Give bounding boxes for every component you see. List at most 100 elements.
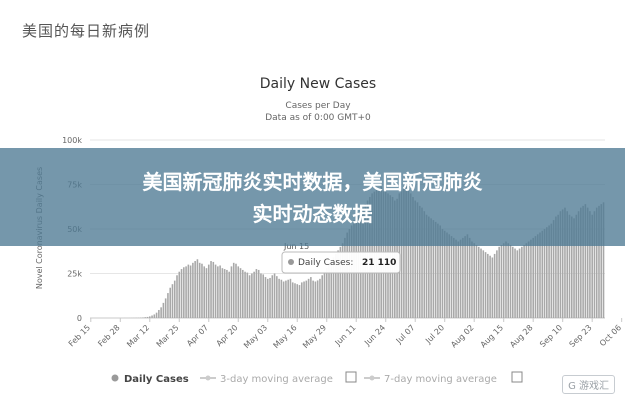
bar[interactable]	[346, 232, 348, 318]
bar[interactable]	[418, 205, 421, 318]
bar[interactable]	[552, 220, 555, 318]
bar[interactable]	[502, 243, 505, 318]
bar[interactable]	[262, 274, 265, 318]
bar[interactable]	[591, 214, 593, 318]
bar[interactable]	[421, 207, 423, 318]
bar[interactable]	[228, 271, 230, 318]
bar[interactable]	[198, 262, 201, 318]
bar[interactable]	[187, 264, 190, 318]
bar[interactable]	[330, 261, 333, 318]
bar[interactable]	[598, 205, 600, 318]
bar[interactable]	[523, 245, 525, 318]
bar[interactable]	[400, 189, 403, 318]
bar[interactable]	[559, 211, 562, 318]
bar[interactable]	[201, 263, 203, 318]
bar[interactable]	[289, 278, 292, 318]
legend-ma3-checkbox[interactable]	[345, 371, 357, 383]
bar[interactable]	[575, 214, 578, 318]
bar[interactable]	[443, 230, 446, 318]
bar[interactable]	[541, 230, 544, 318]
bar[interactable]	[586, 207, 589, 318]
bar[interactable]	[235, 263, 237, 318]
bar[interactable]	[217, 266, 219, 318]
bar[interactable]	[577, 211, 580, 318]
bar[interactable]	[210, 261, 212, 318]
bar[interactable]	[468, 237, 471, 318]
bar[interactable]	[539, 232, 541, 318]
bar[interactable]	[276, 276, 278, 318]
bar[interactable]	[482, 250, 485, 318]
bar[interactable]	[573, 218, 575, 318]
bar[interactable]	[251, 273, 253, 319]
bar[interactable]	[466, 234, 469, 318]
bar[interactable]	[242, 269, 244, 318]
bar[interactable]	[511, 246, 514, 318]
bar[interactable]	[221, 268, 224, 318]
bar[interactable]	[278, 278, 280, 318]
bar[interactable]	[285, 280, 287, 318]
bar[interactable]	[473, 243, 475, 318]
bar[interactable]	[280, 279, 283, 318]
bar[interactable]	[464, 236, 466, 318]
bar[interactable]	[162, 302, 165, 318]
bar[interactable]	[325, 268, 328, 318]
bar[interactable]	[593, 211, 596, 318]
bar[interactable]	[239, 268, 242, 318]
bar[interactable]	[226, 269, 228, 318]
legend-item-daily[interactable]: Daily Cases	[111, 374, 189, 385]
bar[interactable]	[185, 266, 187, 318]
bar[interactable]	[319, 278, 321, 318]
bar[interactable]	[584, 204, 587, 318]
bar[interactable]	[580, 207, 582, 318]
bar[interactable]	[566, 211, 569, 318]
bar[interactable]	[437, 223, 439, 318]
bar[interactable]	[557, 214, 559, 318]
bar[interactable]	[582, 205, 584, 318]
bar[interactable]	[493, 253, 496, 318]
bar[interactable]	[312, 280, 314, 318]
bar[interactable]	[291, 282, 294, 318]
bar[interactable]	[260, 273, 262, 319]
bar[interactable]	[266, 278, 269, 318]
legend-item-ma7[interactable]: 7-day moving average	[364, 371, 523, 385]
bar[interactable]	[146, 316, 149, 318]
bar[interactable]	[527, 241, 530, 318]
bar[interactable]	[496, 250, 498, 318]
bar[interactable]	[477, 246, 480, 318]
bar[interactable]	[189, 265, 192, 318]
bar[interactable]	[316, 280, 319, 318]
bar[interactable]	[214, 264, 217, 318]
bar[interactable]	[602, 202, 605, 318]
bar[interactable]	[296, 284, 299, 318]
bar[interactable]	[314, 281, 317, 318]
bar[interactable]	[253, 271, 255, 318]
bar[interactable]	[568, 214, 571, 318]
bar[interactable]	[344, 237, 346, 318]
bar[interactable]	[430, 218, 432, 318]
bar[interactable]	[546, 227, 548, 318]
bar[interactable]	[307, 278, 310, 318]
bar[interactable]	[475, 245, 478, 318]
bar[interactable]	[142, 317, 144, 318]
bar[interactable]	[457, 241, 460, 318]
bar[interactable]	[441, 229, 444, 318]
bar[interactable]	[521, 246, 523, 318]
bar[interactable]	[203, 266, 206, 318]
bar[interactable]	[271, 275, 274, 318]
bar[interactable]	[323, 271, 326, 318]
bar[interactable]	[489, 255, 491, 318]
bar[interactable]	[564, 207, 566, 318]
bar[interactable]	[282, 281, 285, 318]
bar[interactable]	[412, 196, 414, 318]
bar[interactable]	[548, 225, 550, 318]
bar[interactable]	[500, 245, 503, 318]
bar[interactable]	[255, 269, 258, 318]
bar[interactable]	[339, 246, 342, 318]
bar[interactable]	[600, 204, 603, 318]
bar[interactable]	[305, 280, 308, 318]
bar[interactable]	[480, 248, 482, 318]
bar[interactable]	[212, 261, 215, 318]
bar[interactable]	[148, 316, 151, 318]
bar[interactable]	[432, 220, 435, 318]
bar[interactable]	[561, 209, 564, 318]
